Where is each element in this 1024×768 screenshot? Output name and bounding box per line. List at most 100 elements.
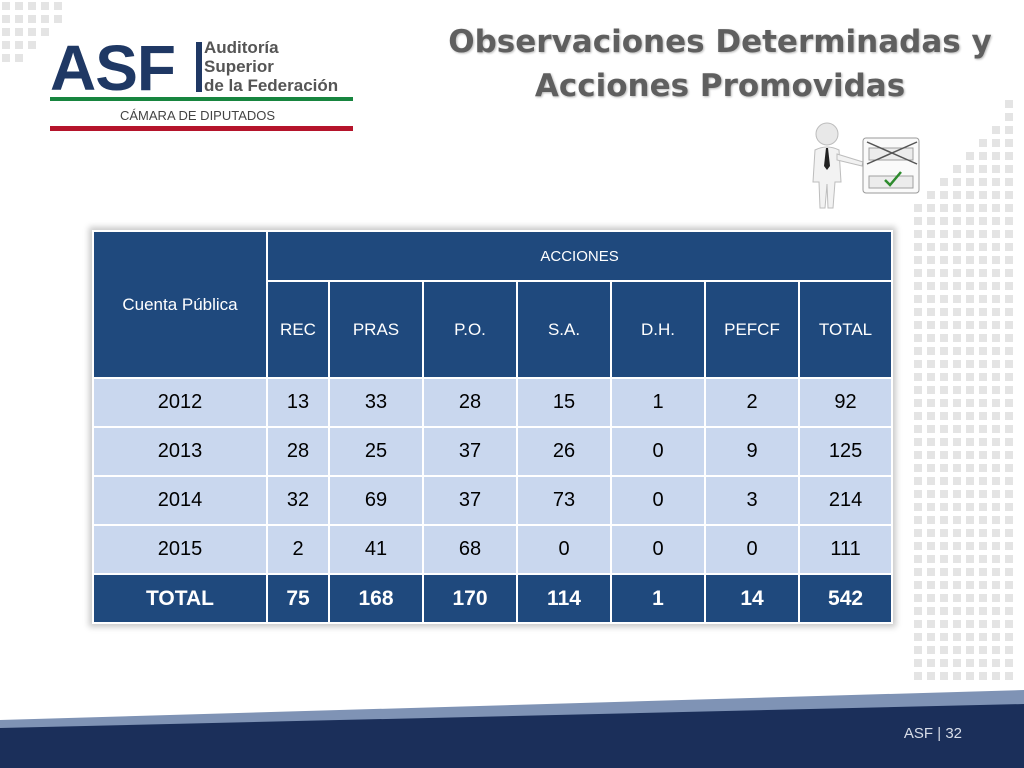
decorative-dot: [2, 28, 10, 36]
decorative-dot: [940, 568, 948, 576]
decorative-dot: [927, 230, 935, 238]
decorative-dot: [966, 360, 974, 368]
total-row: TOTAL 75 168 170 114 1 14 542: [92, 573, 894, 624]
decorative-dot: [953, 568, 961, 576]
decorative-dot: [992, 191, 1000, 199]
decorative-dot: [1005, 412, 1013, 420]
decorative-dot: [979, 230, 987, 238]
decorative-dot: [1005, 672, 1013, 680]
decorative-dot: [914, 204, 922, 212]
decorative-dot: [979, 633, 987, 641]
decorative-dot: [953, 451, 961, 459]
logo-line-3: de la Federación: [204, 76, 339, 95]
decorative-dot: [15, 41, 23, 49]
decorative-dot: [940, 542, 948, 550]
decorative-dot: [992, 165, 1000, 173]
decorative-dot: [953, 438, 961, 446]
decorative-dot: [940, 555, 948, 563]
decorative-dot: [927, 568, 935, 576]
decorative-dot: [979, 139, 987, 147]
decorative-dot: [992, 399, 1000, 407]
decorative-dot: [992, 581, 1000, 589]
decorative-dot: [914, 399, 922, 407]
table-cell: 15: [516, 377, 612, 428]
total-cell: 114: [516, 573, 612, 624]
decorative-dot: [41, 28, 49, 36]
decorative-dot: [927, 360, 935, 368]
decorative-dot: [979, 594, 987, 602]
decorative-dot: [2, 15, 10, 23]
table-cell: 0: [610, 475, 706, 526]
decorative-dot: [953, 178, 961, 186]
decorative-dot: [914, 295, 922, 303]
decorative-dot: [992, 477, 1000, 485]
decorative-dot: [979, 412, 987, 420]
decorative-dot: [966, 646, 974, 654]
decorative-dot: [979, 269, 987, 277]
decorative-dot: [940, 659, 948, 667]
decorative-dot: [28, 41, 36, 49]
decorative-dot: [966, 490, 974, 498]
decorative-dot: [914, 334, 922, 342]
total-label: TOTAL: [92, 573, 268, 624]
decorative-dot: [992, 178, 1000, 186]
decorative-dot: [914, 373, 922, 381]
decorative-dot: [953, 321, 961, 329]
table-cell: 0: [610, 426, 706, 477]
decorative-dot: [914, 659, 922, 667]
decorative-dot: [966, 620, 974, 628]
decorative-dot: [992, 308, 1000, 316]
table-cell: 69: [328, 475, 424, 526]
decorative-dot: [914, 451, 922, 459]
decorative-dot: [979, 542, 987, 550]
total-cell: 170: [422, 573, 518, 624]
decorative-dot: [953, 347, 961, 355]
column-header: PRAS: [328, 280, 424, 379]
total-cell: 542: [797, 573, 894, 624]
decorative-dot: [992, 139, 1000, 147]
decorative-dot: [953, 542, 961, 550]
decorative-dot: [979, 399, 987, 407]
decorative-dot: [1005, 646, 1013, 654]
table-cell: 68: [422, 524, 518, 575]
decorative-dot: [992, 568, 1000, 576]
decorative-dot: [914, 256, 922, 264]
decorative-dot: [992, 321, 1000, 329]
decorative-dot: [992, 334, 1000, 342]
decorative-dot: [992, 516, 1000, 524]
decorative-dot: [927, 347, 935, 355]
decorative-dot: [979, 347, 987, 355]
decorative-dot: [940, 360, 948, 368]
decorative-dot: [979, 386, 987, 394]
decorative-dot: [979, 438, 987, 446]
decorative-dot: [966, 464, 974, 472]
decorative-dot: [953, 308, 961, 316]
decorative-dot: [1005, 152, 1013, 160]
decorative-dot: [979, 373, 987, 381]
decorative-dot: [966, 165, 974, 173]
table-cell: 111: [797, 524, 894, 575]
decorative-dot: [927, 191, 935, 199]
decorative-dot: [966, 451, 974, 459]
footer-label: ASF: [903, 725, 934, 742]
decorative-dot: [992, 503, 1000, 511]
decorative-dot: [966, 672, 974, 680]
decorative-dot: [54, 15, 62, 23]
decorative-dot: [927, 581, 935, 589]
decorative-dot: [979, 568, 987, 576]
table-row: 2012 13 33 28 15 1 2 92: [92, 377, 894, 428]
decorative-dot: [927, 529, 935, 537]
logo-acronym: ASF: [50, 32, 176, 104]
decorative-dot: [940, 620, 948, 628]
decorative-dot: [940, 347, 948, 355]
decorative-dot: [940, 607, 948, 615]
decorative-dot: [966, 308, 974, 316]
decorative-dot: [914, 360, 922, 368]
table-cell: 37: [422, 426, 518, 477]
title-line-2: Acciones Promovidas: [534, 68, 906, 104]
decorative-dot: [966, 425, 974, 433]
decorative-dot: [940, 321, 948, 329]
decorative-dot: [940, 477, 948, 485]
decorative-dot: [966, 399, 974, 407]
decorative-dot: [15, 2, 23, 10]
